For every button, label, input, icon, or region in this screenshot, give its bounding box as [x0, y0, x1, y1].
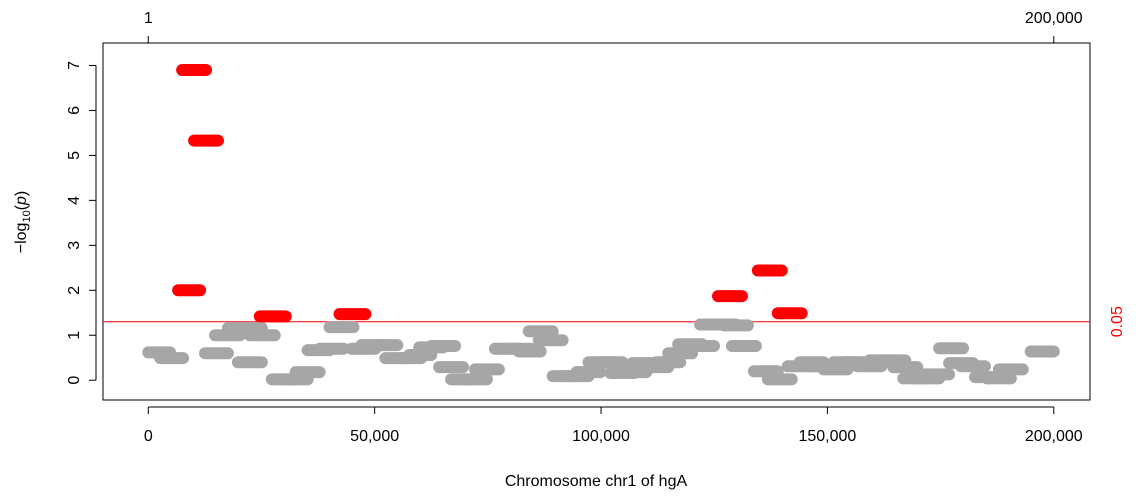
y-tick-label: 7	[66, 61, 83, 70]
y-label-sub: 10	[21, 210, 33, 222]
x2-tick-label: 200,000	[1025, 10, 1083, 27]
x-tick-label: 50,000	[350, 428, 399, 445]
threshold-label: 0.05	[1109, 306, 1126, 337]
y-label-part: −log	[13, 223, 30, 254]
y-tick-label: 1	[66, 331, 83, 340]
y-tick-label: 2	[66, 286, 83, 295]
y-axis-label: −log10(p)	[13, 191, 33, 254]
x2-tick-label: 1	[144, 10, 153, 27]
x-axis-label: Chromosome chr1 of hgA	[505, 473, 688, 490]
y-tick-label: 5	[66, 151, 83, 160]
x-tick-label: 150,000	[798, 428, 856, 445]
x-tick-label: 200,000	[1025, 428, 1083, 445]
y-tick-label: 3	[66, 241, 83, 250]
y-tick-label: 4	[66, 196, 83, 205]
y-label-part: (	[13, 204, 30, 210]
y-label-part: p	[13, 196, 30, 206]
y-tick-label: 0	[66, 376, 83, 385]
y-tick-label: 6	[66, 106, 83, 115]
y-label-part: )	[13, 191, 30, 196]
x-tick-label: 0	[144, 428, 153, 445]
x-tick-label: 100,000	[572, 428, 630, 445]
